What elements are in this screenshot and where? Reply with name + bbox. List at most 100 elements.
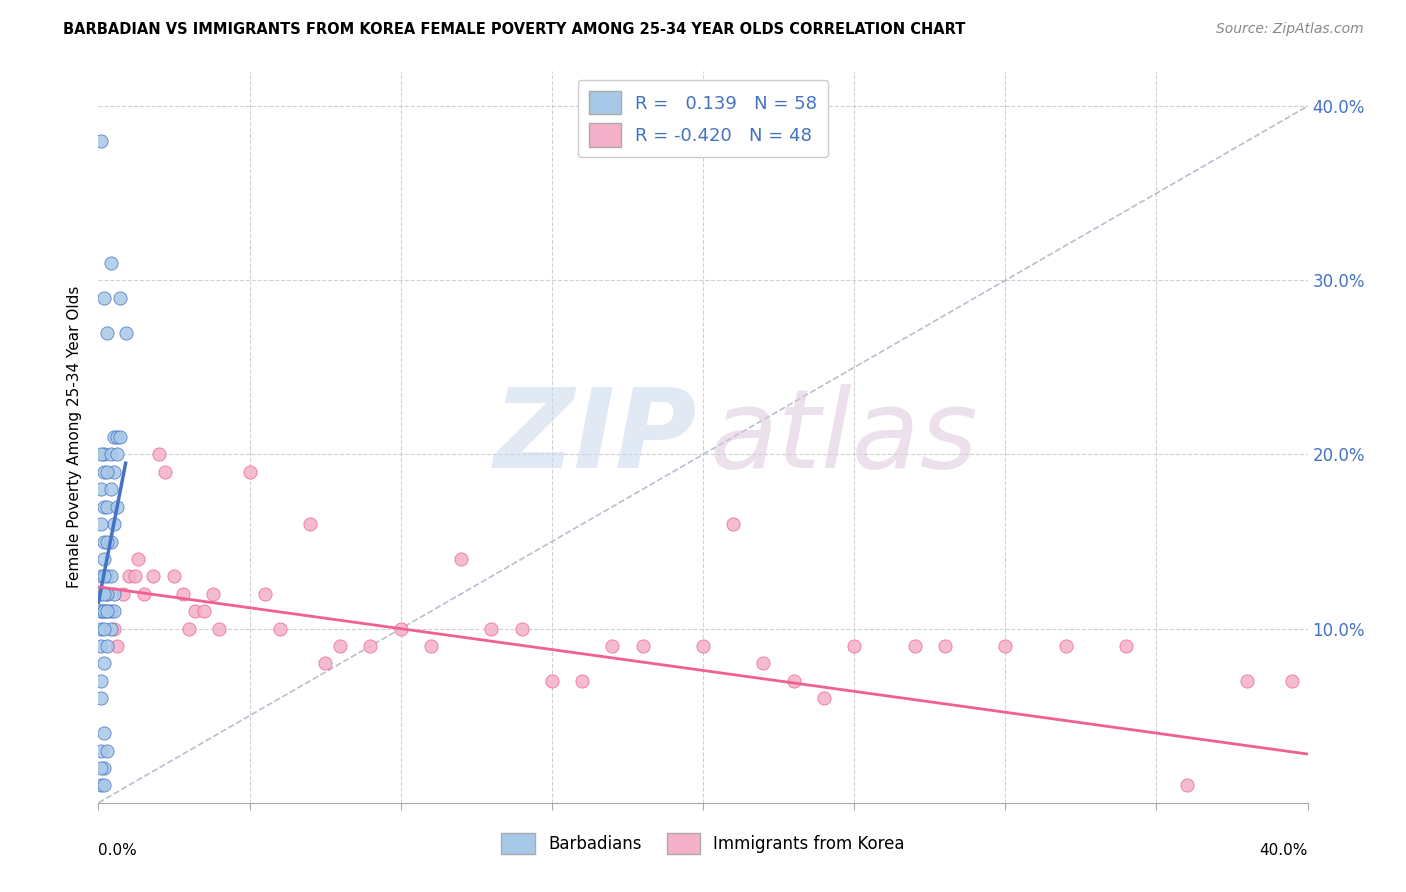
Point <box>93 622 115 636</box>
Point <box>108 430 131 444</box>
Point <box>360 639 382 653</box>
Point <box>90 587 112 601</box>
Point <box>329 639 352 653</box>
Point <box>93 604 115 618</box>
Legend: Barbadians, Immigrants from Korea: Barbadians, Immigrants from Korea <box>495 827 911 860</box>
Point <box>114 326 136 340</box>
Point <box>96 534 118 549</box>
Point <box>93 465 115 479</box>
Point <box>752 657 775 671</box>
Point <box>994 639 1017 653</box>
Point <box>93 500 115 514</box>
Point <box>844 639 866 653</box>
Point <box>90 448 112 462</box>
Point <box>90 743 112 757</box>
Point <box>934 639 956 653</box>
Point <box>93 604 115 618</box>
Point <box>184 604 207 618</box>
Point <box>540 673 562 688</box>
Point <box>100 569 122 583</box>
Point <box>783 673 806 688</box>
Point <box>179 622 201 636</box>
Text: BARBADIAN VS IMMIGRANTS FROM KOREA FEMALE POVERTY AMONG 25-34 YEAR OLDS CORRELAT: BARBADIAN VS IMMIGRANTS FROM KOREA FEMAL… <box>63 22 966 37</box>
Point <box>93 534 115 549</box>
Point <box>93 448 115 462</box>
Point <box>111 587 134 601</box>
Point <box>148 448 170 462</box>
Point <box>93 761 115 775</box>
Point <box>90 134 112 148</box>
Point <box>124 569 146 583</box>
Point <box>100 483 122 497</box>
Point <box>153 465 176 479</box>
Point <box>96 604 118 618</box>
Point <box>692 639 714 653</box>
Point <box>314 657 336 671</box>
Point <box>132 587 155 601</box>
Point <box>172 587 194 601</box>
Point <box>202 587 225 601</box>
Point <box>813 691 835 706</box>
Point <box>389 622 412 636</box>
Point <box>93 291 115 305</box>
Point <box>96 743 118 757</box>
Point <box>103 465 125 479</box>
Point <box>118 569 141 583</box>
Text: Source: ZipAtlas.com: Source: ZipAtlas.com <box>1216 22 1364 37</box>
Point <box>90 778 112 792</box>
Point <box>93 552 115 566</box>
Y-axis label: Female Poverty Among 25-34 Year Olds: Female Poverty Among 25-34 Year Olds <box>67 286 83 588</box>
Point <box>602 639 624 653</box>
Point <box>100 534 122 549</box>
Point <box>571 673 593 688</box>
Point <box>93 657 115 671</box>
Point <box>100 448 122 462</box>
Point <box>105 448 128 462</box>
Point <box>90 483 112 497</box>
Point <box>208 622 231 636</box>
Point <box>90 691 112 706</box>
Point <box>90 517 112 532</box>
Point <box>103 430 125 444</box>
Point <box>93 569 115 583</box>
Point <box>1281 673 1303 688</box>
Point <box>239 465 262 479</box>
Point <box>96 639 118 653</box>
Point <box>163 569 186 583</box>
Point <box>631 639 654 653</box>
Point <box>90 622 112 636</box>
Point <box>269 622 291 636</box>
Point <box>142 569 165 583</box>
Point <box>96 465 118 479</box>
Point <box>299 517 322 532</box>
Point <box>96 587 118 601</box>
Point <box>1236 673 1258 688</box>
Point <box>481 622 503 636</box>
Point <box>90 673 112 688</box>
Point <box>90 569 112 583</box>
Point <box>103 604 125 618</box>
Point <box>253 587 276 601</box>
Point <box>1054 639 1077 653</box>
Point <box>105 500 128 514</box>
Point <box>105 430 128 444</box>
Point <box>90 761 112 775</box>
Text: atlas: atlas <box>709 384 977 491</box>
Point <box>90 639 112 653</box>
Text: 0.0%: 0.0% <box>98 843 138 858</box>
Point <box>1175 778 1198 792</box>
Point <box>450 552 472 566</box>
Point <box>96 500 118 514</box>
Point <box>103 587 125 601</box>
Point <box>103 622 125 636</box>
Point <box>1115 639 1137 653</box>
Text: ZIP: ZIP <box>494 384 697 491</box>
Text: 40.0%: 40.0% <box>1260 843 1308 858</box>
Point <box>93 726 115 740</box>
Point <box>420 639 443 653</box>
Point <box>193 604 215 618</box>
Point <box>96 604 118 618</box>
Point <box>93 587 115 601</box>
Point <box>723 517 745 532</box>
Point <box>103 517 125 532</box>
